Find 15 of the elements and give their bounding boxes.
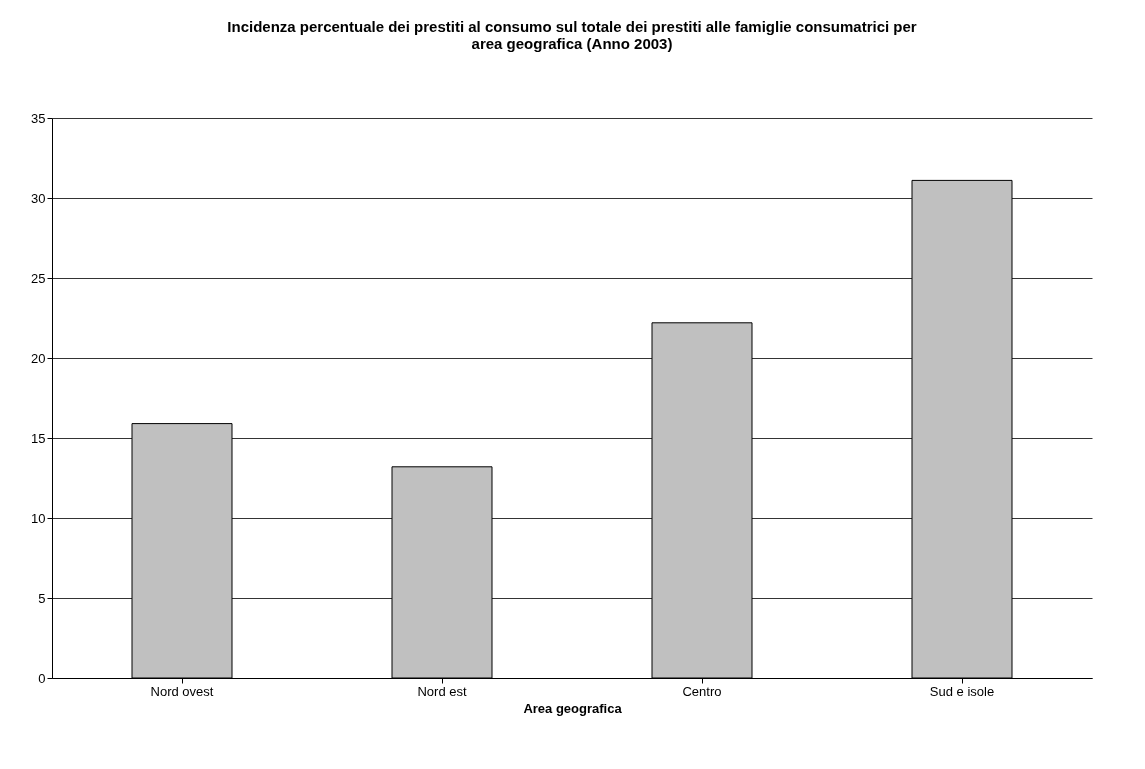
x-tick-label: Nord ovest — [150, 683, 214, 699]
x-tick-label: Nord est — [417, 683, 467, 699]
y-tick-label: 30 — [31, 190, 46, 206]
y-tick-label: 5 — [38, 590, 46, 606]
x-axis-title: Area geografica — [523, 700, 623, 716]
x-tick-label: Centro — [682, 683, 722, 699]
y-tick-label: 15 — [31, 430, 46, 446]
y-tick-label: 20 — [31, 350, 46, 366]
text: Incidenza percentuale dei prestiti al consumo sul totale dei prestiti alle famiglie consumatrici per — [227, 18, 917, 35]
x-tick-label: Sud e isole — [929, 683, 995, 699]
text: area geografica (Anno 2003) — [471, 35, 673, 52]
y-tick-label: 0 — [38, 670, 46, 686]
y-tick-label: 25 — [31, 270, 46, 286]
y-tick-label: 10 — [31, 510, 46, 526]
y-tick-label: 35 — [31, 110, 46, 126]
